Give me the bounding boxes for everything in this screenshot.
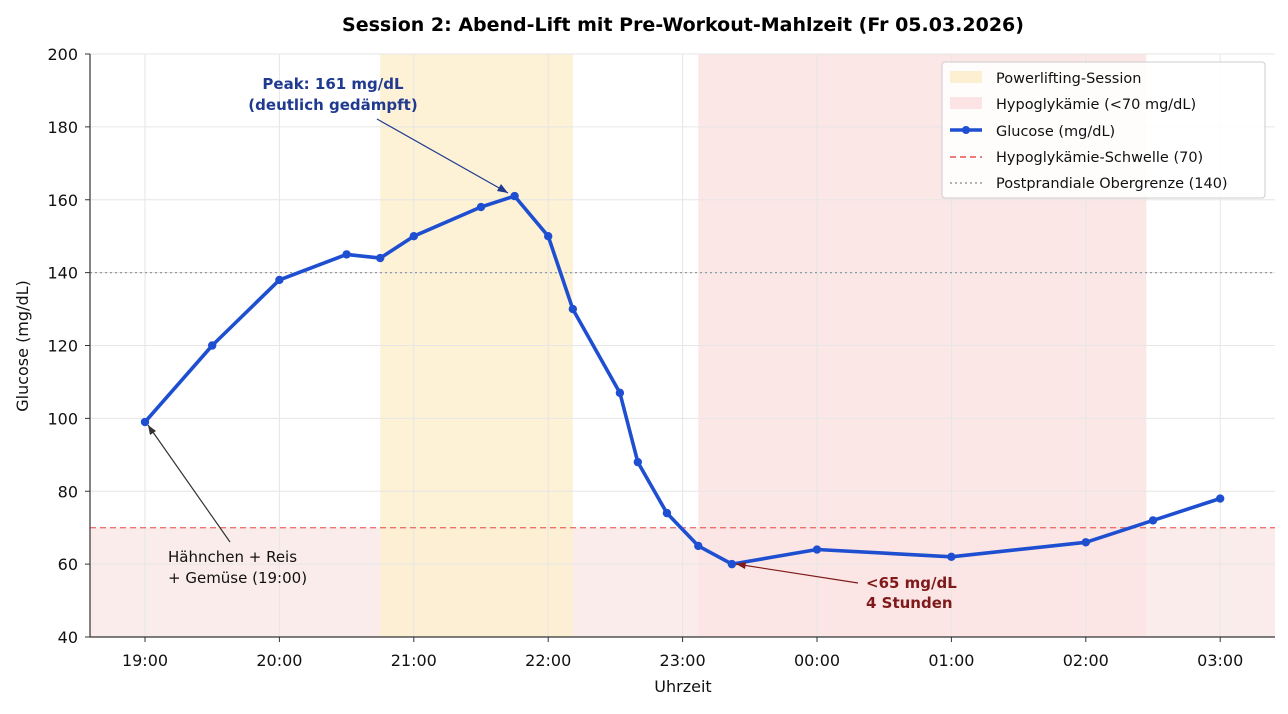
legend-box xyxy=(941,61,1266,199)
glucose-point-9 xyxy=(568,304,578,314)
glucose-point-5 xyxy=(409,231,418,241)
x-tick-label-4: 23:00 xyxy=(660,651,706,670)
x-tick-label-7: 02:00 xyxy=(1063,651,1109,670)
x-tick-label-8: 03:00 xyxy=(1197,651,1243,670)
glucose-series-line xyxy=(143,194,1221,566)
y-tick-label-160: 160 xyxy=(47,191,78,210)
glucose-series-points xyxy=(140,191,1225,569)
legend-swatch-powerlifting xyxy=(950,71,982,83)
peak-annotation: Peak: 161 mg/dL (deutlich gedämpft) xyxy=(248,75,509,194)
glucose-point-3 xyxy=(342,250,351,259)
peak-arrow-line xyxy=(376,118,509,194)
meal-arrow-head xyxy=(148,425,156,435)
legend-label-powerlifting: Powerlifting-Session xyxy=(996,71,1141,87)
y-tick-label-180: 180 xyxy=(47,118,78,137)
glucose-point-17 xyxy=(1081,538,1091,547)
legend: Powerlifting-Session Hypoglykämie (<70 m… xyxy=(941,61,1266,199)
glucose-point-8 xyxy=(544,231,553,241)
y-tick-label-120: 120 xyxy=(47,337,78,356)
glucose-point-14 xyxy=(727,559,737,569)
meal-annotation-line-2: + Gemüse (19:00) xyxy=(168,569,307,587)
y-axis-ticks: 40 60 80 100 120 140 160 180 200 xyxy=(47,45,90,647)
low-arrow-head xyxy=(736,562,746,569)
glucose-point-13 xyxy=(694,541,703,551)
legend-label-hypo-threshold: Hypoglykämie-Schwelle (70) xyxy=(996,150,1203,166)
glucose-point-15 xyxy=(812,545,822,554)
low-annotation-line-2: 4 Stunden xyxy=(866,594,953,612)
legend-label-postprandial: Postprandiale Obergrenze (140) xyxy=(996,176,1228,192)
y-axis-label: Glucose (mg/dL) xyxy=(13,280,32,412)
x-tick-label-6: 01:00 xyxy=(928,651,974,670)
glucose-point-11 xyxy=(633,457,642,467)
x-tick-label-1: 20:00 xyxy=(256,651,302,670)
y-tick-label-140: 140 xyxy=(47,264,78,283)
glucose-point-7 xyxy=(510,191,519,201)
x-axis-label: Uhrzeit xyxy=(654,677,711,696)
glucose-point-19 xyxy=(1216,494,1225,503)
y-tick-label-200: 200 xyxy=(47,45,78,64)
peak-annotation-line-2: (deutlich gedämpft) xyxy=(248,96,417,114)
y-tick-label-100: 100 xyxy=(47,409,78,428)
meal-annotation: Hähnchen + Reis + Gemüse (19:00) xyxy=(147,424,307,587)
glucose-point-6 xyxy=(476,202,486,212)
chart-title: Session 2: Abend-Lift mit Pre-Workout-Ma… xyxy=(342,14,1024,36)
glucose-point-16 xyxy=(947,552,956,562)
low-arrow-line xyxy=(735,563,859,584)
peak-arrow-head xyxy=(497,184,508,193)
glucose-point-18 xyxy=(1148,516,1158,525)
low-annotation-line-1: <65 mg/dL xyxy=(866,574,957,592)
x-tick-label-5: 00:00 xyxy=(794,651,840,670)
meal-annotation-line-1: Hähnchen + Reis xyxy=(168,548,297,566)
glucose-point-2 xyxy=(275,275,284,285)
y-tick-label-40: 40 xyxy=(58,628,78,647)
low-annotation: <65 mg/dL 4 Stunden xyxy=(735,562,957,612)
x-axis-ticks: 19:00 20:00 21:00 22:00 23:00 00:00 01:00 02:00… xyxy=(122,637,1243,670)
legend-swatch-hypoglycemia xyxy=(950,97,982,109)
legend-marker-glucose xyxy=(962,126,970,134)
x-tick-label-3: 22:00 xyxy=(525,651,571,670)
y-tick-label-60: 60 xyxy=(58,555,78,574)
peak-annotation-line-1: Peak: 161 mg/dL xyxy=(262,75,404,93)
legend-label-hypoglycemia: Hypoglykämie (<70 mg/dL) xyxy=(996,97,1196,113)
glucose-point-0 xyxy=(140,417,150,427)
x-tick-label-2: 21:00 xyxy=(391,651,437,670)
y-tick-label-80: 80 xyxy=(58,482,78,501)
x-tick-label-0: 19:00 xyxy=(122,651,168,670)
glucose-point-12 xyxy=(662,508,672,518)
meal-arrow-line xyxy=(147,424,231,543)
glucose-point-10 xyxy=(615,388,625,398)
glucose-point-4 xyxy=(376,253,385,263)
legend-label-glucose: Glucose (mg/dL) xyxy=(996,124,1115,140)
glucose-point-1 xyxy=(208,341,217,350)
